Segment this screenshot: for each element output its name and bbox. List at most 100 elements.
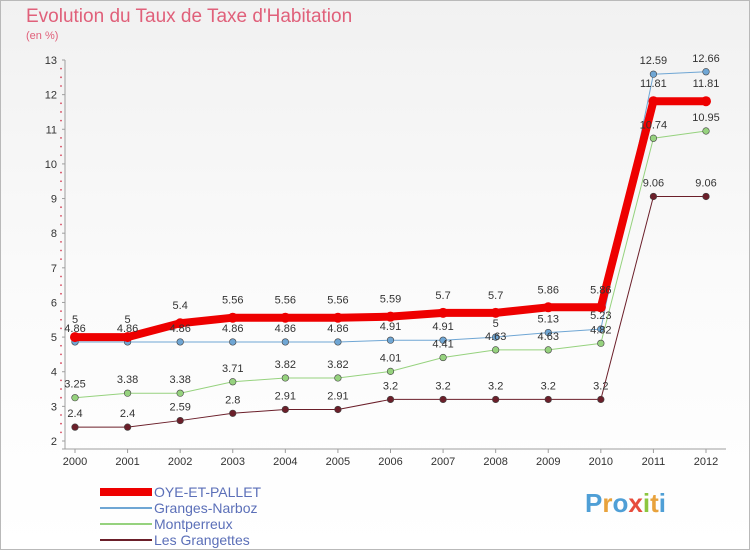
point-les-grangettes (439, 395, 447, 404)
x-tick-label: 2000 (63, 456, 87, 468)
point-granges-narboz (649, 70, 658, 78)
point-montperreux (123, 389, 132, 397)
point-oye-et-pallet (385, 311, 396, 322)
point-montperreux (439, 353, 447, 362)
y-tick-label: 7 (51, 263, 57, 275)
point-les-grangettes (281, 405, 289, 414)
y-tick-label: 4 (51, 367, 57, 379)
data-label-les-grangettes: 3.2 (488, 380, 503, 392)
y-minor-tick (60, 258, 62, 261)
point-montperreux (386, 367, 395, 375)
point-les-grangettes (229, 409, 237, 417)
y-minor-tick (60, 102, 62, 105)
point-montperreux (649, 134, 658, 142)
point-granges-narboz (281, 338, 289, 346)
point-montperreux (597, 339, 605, 347)
y-minor-tick (60, 223, 62, 226)
data-label-montperreux: 3.38 (117, 374, 138, 386)
data-label-montperreux: 3.38 (169, 374, 190, 386)
point-les-grangettes (544, 395, 552, 404)
y-minor-tick (60, 284, 62, 287)
y-minor-tick (60, 396, 62, 399)
x-tick-label: 2010 (589, 456, 613, 468)
data-label-granges-narboz: 4.86 (275, 323, 296, 335)
logo-letter: i (642, 488, 651, 518)
point-oye-et-pallet (332, 312, 343, 323)
point-oye-et-pallet (438, 307, 449, 318)
data-label-montperreux: 3.82 (327, 359, 348, 371)
data-label-oye-et-pallet: 5 (125, 314, 131, 326)
y-minor-tick (60, 318, 62, 321)
legend-item-les-grangettes: Les Grangettes (100, 532, 360, 548)
y-minor-tick (60, 188, 62, 191)
point-les-grangettes (71, 423, 79, 431)
point-les-grangettes (492, 395, 500, 404)
x-tick-label: 2004 (273, 456, 297, 468)
y-minor-tick (60, 292, 62, 295)
logo-letter: i (658, 488, 666, 518)
x-tick-label: 2005 (326, 456, 350, 468)
point-montperreux (702, 127, 710, 135)
data-label-montperreux: 3.71 (222, 363, 243, 375)
x-tick-label: 2011 (642, 456, 666, 468)
data-label-oye-et-pallet: 11.81 (640, 78, 667, 90)
y-minor-tick (60, 431, 62, 434)
point-oye-et-pallet (122, 332, 133, 343)
logo-letter: r (602, 488, 613, 518)
y-tick-label: 9 (51, 194, 57, 206)
x-tick-label: 2003 (221, 456, 245, 468)
x-tick-label: 2012 (694, 456, 718, 468)
data-label-granges-narboz: 5.23 (590, 310, 611, 322)
legend-item-granges-narboz: Granges-Narboz (100, 500, 360, 516)
proxiti-logo: Proxiti (585, 488, 666, 519)
logo-letter: P (585, 488, 603, 518)
data-label-les-grangettes: 9.06 (695, 177, 716, 189)
data-label-les-grangettes: 2.91 (275, 390, 296, 402)
data-label-granges-narboz: 4.86 (169, 323, 190, 335)
y-minor-tick (60, 214, 62, 217)
data-label-montperreux: 10.74 (640, 119, 668, 131)
data-label-granges-narboz: 12.59 (640, 55, 668, 67)
y-minor-tick (60, 119, 62, 122)
y-minor-tick (60, 275, 62, 278)
data-label-montperreux: 3.82 (275, 359, 296, 371)
legend-label-granges-narboz: Granges-Narboz (154, 500, 258, 516)
data-label-oye-et-pallet: 5.7 (435, 290, 450, 302)
point-granges-narboz (439, 336, 447, 344)
data-label-oye-et-pallet: 5.59 (380, 294, 401, 306)
data-label-oye-et-pallet: 5.7 (488, 290, 503, 302)
y-minor-tick (60, 240, 62, 243)
point-montperreux (176, 389, 184, 397)
data-label-les-grangettes: 3.2 (383, 380, 398, 392)
x-tick-label: 2002 (168, 456, 192, 468)
x-tick-label: 2001 (115, 456, 139, 468)
point-granges-narboz (702, 68, 710, 76)
x-tick-label: 2009 (536, 456, 560, 468)
point-oye-et-pallet (175, 318, 186, 329)
point-montperreux (334, 374, 342, 382)
point-granges-narboz (492, 333, 500, 341)
data-label-granges-narboz: 4.91 (380, 321, 401, 333)
y-minor-tick (60, 388, 62, 390)
y-minor-tick (60, 85, 62, 87)
data-label-oye-et-pallet: 11.81 (693, 78, 720, 90)
point-montperreux (281, 374, 289, 382)
y-minor-tick (60, 327, 62, 330)
legend-swatch-oye-et-pallet (100, 488, 152, 496)
point-oye-et-pallet (227, 312, 238, 323)
y-minor-tick (60, 180, 62, 183)
y-minor-tick (60, 206, 62, 209)
point-oye-et-pallet (701, 96, 711, 107)
data-label-les-grangettes: 2.8 (225, 394, 240, 406)
y-tick-label: 5 (51, 332, 57, 344)
point-granges-narboz (597, 325, 605, 333)
point-granges-narboz (176, 338, 184, 346)
data-label-les-grangettes: 2.4 (67, 408, 82, 420)
data-label-montperreux: 4.41 (432, 339, 453, 351)
y-tick-label: 8 (51, 228, 57, 240)
point-oye-et-pallet (595, 302, 606, 313)
y-minor-tick (60, 145, 62, 148)
data-label-oye-et-pallet: 5.56 (327, 295, 348, 307)
